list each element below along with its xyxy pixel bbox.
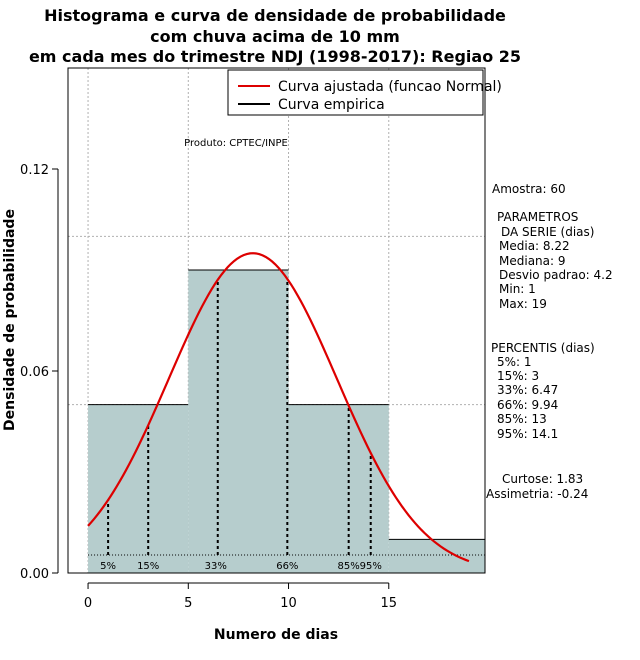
histogram-bar	[288, 404, 389, 573]
stats-text: 85%: 13	[497, 412, 547, 426]
stats-text: 95%: 14.1	[497, 427, 558, 441]
chart-title-line: em cada mes do trimestre NDJ (1998-2017)…	[29, 47, 521, 66]
percentile-label: 33%	[205, 561, 227, 572]
percentile-label: 5%	[100, 561, 116, 572]
normal-curve-line	[87, 252, 470, 563]
chart-title-line: com chuva acima de 10 mm	[150, 27, 400, 46]
chart-title-line: Histograma e curva de densidade de proba…	[44, 6, 506, 25]
x-tick-label: 0	[84, 596, 92, 611]
stats-text: 66%: 9.94	[497, 398, 558, 412]
legend-box	[227, 69, 484, 116]
y-tick-label: 0.06	[20, 365, 49, 380]
stats-text: Max: 19	[499, 297, 547, 311]
stats-text: Media: 8.22	[499, 239, 570, 253]
stats-text: DA SERIE (dias)	[501, 225, 594, 239]
stats-text: Amostra: 60	[492, 182, 566, 196]
legend-label: Curva empirica	[278, 97, 385, 113]
y-axis-title: Densidade de probabilidade	[2, 209, 18, 431]
x-axis-title: Numero de dias	[214, 627, 338, 643]
legend: Curva ajustada (funcao Normal) Curva empi…	[227, 69, 502, 116]
stats-text: 15%: 3	[497, 369, 539, 383]
x-tick-label: 10	[280, 596, 297, 611]
product-note: Produto: CPTEC/INPE	[184, 138, 288, 149]
stats-text: PARAMETROS	[497, 210, 578, 224]
stats-text: 33%: 6.47	[497, 383, 558, 397]
stats-text: Desvio padrao: 4.2	[499, 268, 613, 282]
stats-text: Min: 1	[499, 282, 536, 296]
stats-text: PERCENTIS (dias)	[491, 341, 595, 355]
stats-text: Mediana: 9	[499, 254, 566, 268]
stats-text: Curtose: 1.83	[502, 472, 583, 486]
percentile-label: 95%	[360, 561, 382, 572]
y-tick-label: 0.00	[20, 567, 49, 582]
x-tick-label: 5	[184, 596, 192, 611]
percentile-label: 15%	[137, 561, 159, 572]
percentile-label: 66%	[276, 561, 298, 572]
percentile-label: 85%	[338, 561, 360, 572]
histogram-bars	[88, 269, 485, 573]
normal-curve	[87, 252, 470, 563]
plot-border	[67, 67, 486, 574]
x-tick-label: 15	[380, 596, 397, 611]
y-tick-label: 0.12	[20, 163, 49, 178]
histogram-bar	[88, 404, 189, 573]
chart-title: Histograma e curva de densidade de proba…	[29, 6, 521, 66]
percentile-lines: 5% 15% 33% 66% 85% 95%	[88, 278, 485, 572]
plot-frame	[67, 67, 486, 574]
histogram-bar	[188, 270, 289, 573]
stats-text: 5%: 1	[497, 355, 532, 369]
axes: 0 5 10 15 Numero de dias 0.00 0.06 0.12 Densidad…	[2, 163, 397, 643]
stats-text: Assimetria: -0.24	[486, 487, 588, 501]
legend-label: Curva ajustada (funcao Normal)	[278, 79, 502, 95]
annotations: Produto: CPTEC/INPE Amostra: 60 PARAMETROS…	[184, 138, 612, 501]
